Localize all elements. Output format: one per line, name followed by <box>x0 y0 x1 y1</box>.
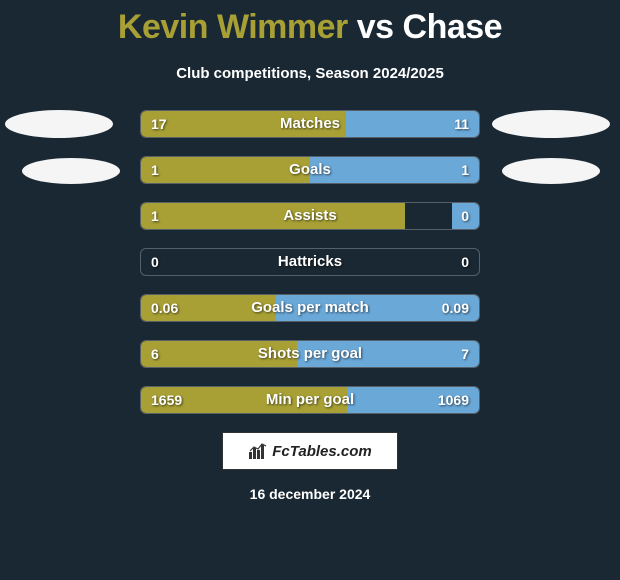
stat-label: Matches <box>141 111 479 137</box>
stat-value-right: 0 <box>461 249 469 275</box>
fctables-logo: FcTables.com <box>222 432 398 470</box>
stat-label: Min per goal <box>141 387 479 413</box>
stat-row: 0.06Goals per match0.09 <box>140 294 480 322</box>
stat-row: 1Assists0 <box>140 202 480 230</box>
comparison-chart: 17Matches111Goals11Assists00Hattricks00.… <box>0 110 620 414</box>
player-silhouette-3 <box>502 158 600 184</box>
player1-name: Kevin Wimmer <box>118 8 348 46</box>
player2-name: Chase <box>403 8 503 46</box>
stat-value-right: 1 <box>461 157 469 183</box>
stat-label: Assists <box>141 203 479 229</box>
logo-text: FcTables.com <box>272 443 371 460</box>
stat-row: 1Goals1 <box>140 156 480 184</box>
stat-label: Shots per goal <box>141 341 479 367</box>
subtitle: Club competitions, Season 2024/2025 <box>0 65 620 82</box>
player-silhouette-0 <box>5 110 113 138</box>
stat-value-right: 1069 <box>438 387 469 413</box>
vs-text: vs <box>357 8 394 46</box>
player-silhouette-2 <box>492 110 610 138</box>
stat-label: Goals <box>141 157 479 183</box>
stat-label: Goals per match <box>141 295 479 321</box>
stat-label: Hattricks <box>141 249 479 275</box>
stat-row: 17Matches11 <box>140 110 480 138</box>
bars-icon <box>248 442 268 460</box>
stat-row: 0Hattricks0 <box>140 248 480 276</box>
stat-value-right: 0 <box>461 203 469 229</box>
stat-row: 6Shots per goal7 <box>140 340 480 368</box>
date-text: 16 december 2024 <box>0 486 620 502</box>
stat-row: 1659Min per goal1069 <box>140 386 480 414</box>
stat-value-right: 11 <box>454 111 469 137</box>
comparison-title: Kevin Wimmer vs Chase <box>0 0 620 47</box>
player-silhouette-1 <box>22 158 120 184</box>
stat-value-right: 7 <box>461 341 469 367</box>
stat-value-right: 0.09 <box>442 295 469 321</box>
